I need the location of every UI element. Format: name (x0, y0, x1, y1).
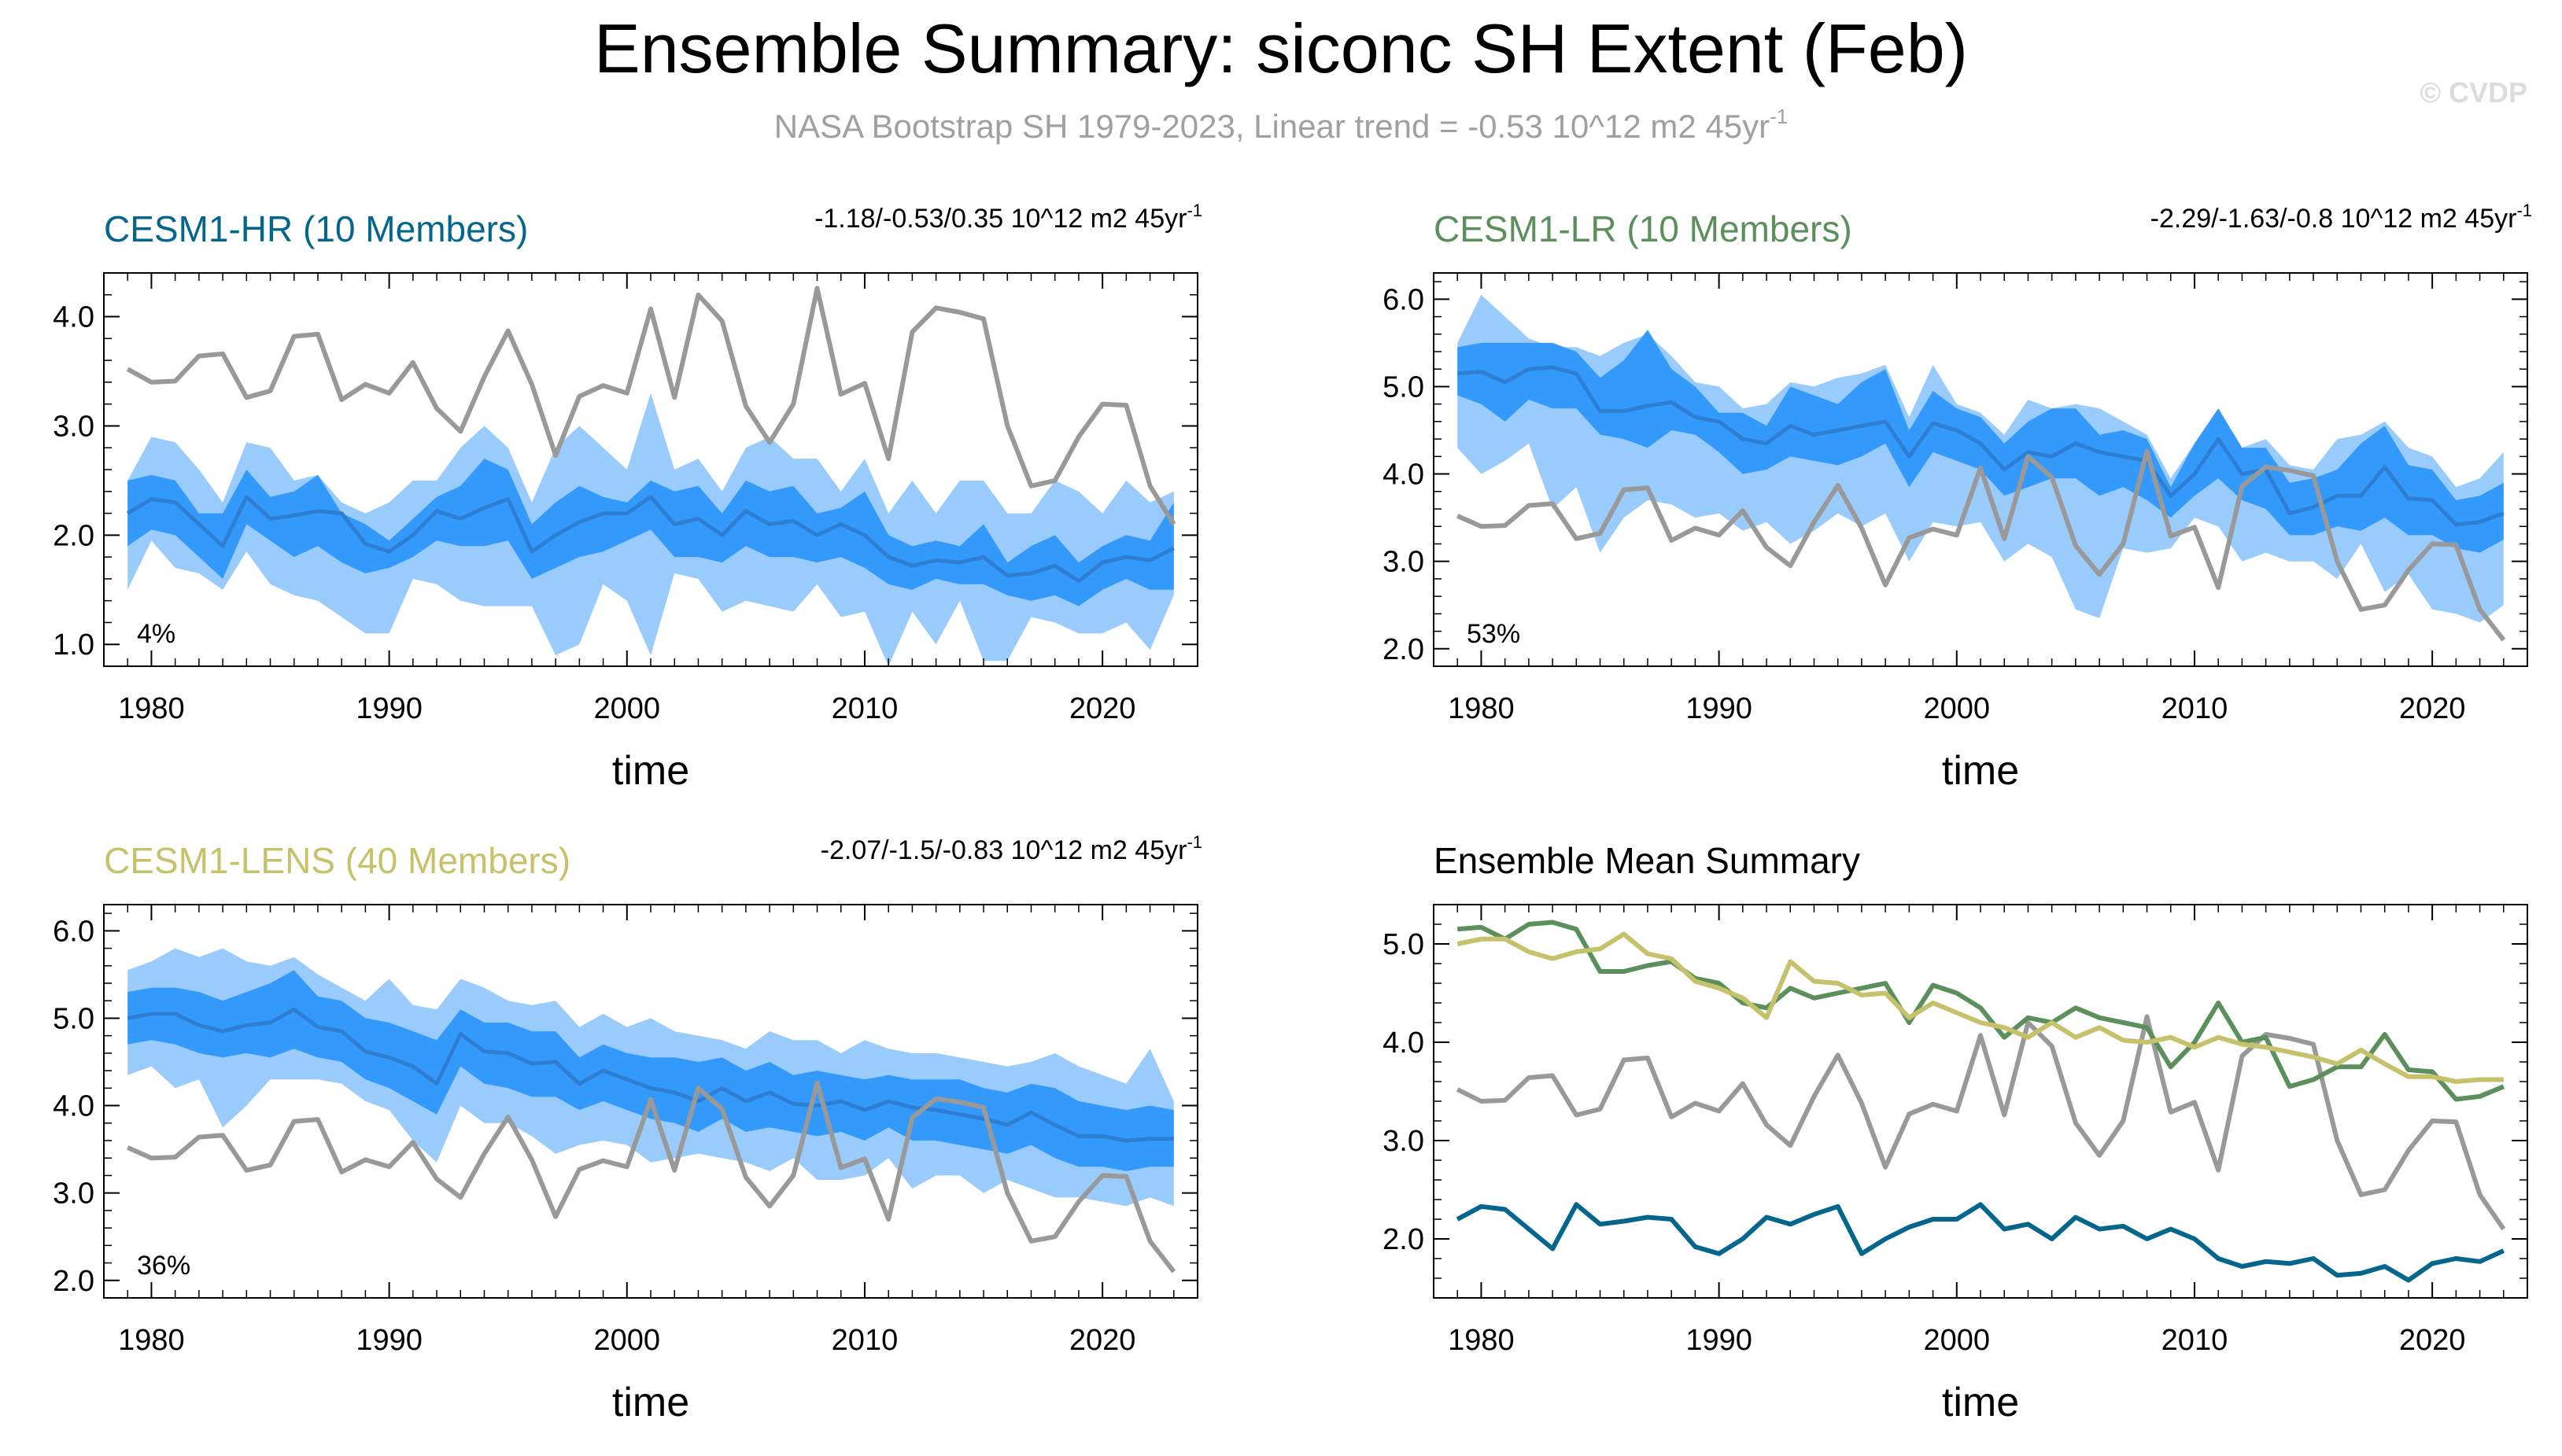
x-axis-label: time (612, 748, 689, 794)
x-tick-label: 1990 (356, 692, 423, 725)
panel-ensemble-mean-summary: 1980 1990 2000 2010 2020 2.0 3.0 4.0 5.0 time Ense… (1383, 840, 2528, 1425)
y-tick-label: 3.0 (53, 410, 94, 443)
figure-subtitle: NASA Bootstrap SH 1979-2023, Linear tren… (774, 105, 1788, 145)
plot-area (126, 948, 1176, 1274)
trend-label: -1.18/-0.53/0.35 10^12 m2 45yr-1 (814, 201, 1202, 234)
series-line-observations (1456, 1014, 2506, 1231)
trend-label-text: -2.07/-1.5/-0.83 10^12 m2 45yr (821, 835, 1187, 865)
plot-area (1456, 920, 2506, 1283)
trend-label: -2.07/-1.5/-0.83 10^12 m2 45yr-1 (821, 832, 1202, 865)
y-tick-label: 3.0 (1383, 1125, 1424, 1158)
series-line-cesm1-hr (1456, 1202, 2505, 1283)
x-tick-label: 2010 (832, 692, 899, 725)
panel-title: CESM1-HR (10 Members) (104, 208, 528, 249)
x-tick-label: 1980 (1448, 1324, 1515, 1357)
x-tick-label: 2020 (2399, 692, 2466, 725)
percent-label: 4% (137, 619, 175, 649)
observations-line (126, 286, 1176, 525)
panel-title: CESM1-LENS (40 Members) (104, 840, 570, 881)
figure-subtitle-sup: -1 (1770, 105, 1788, 128)
x-axis-label: time (612, 1380, 689, 1425)
series-line-cesm1-lr (1456, 920, 2505, 1102)
x-tick-label: 2000 (1924, 692, 1991, 725)
x-tick-label: 2010 (832, 1324, 899, 1357)
y-tick-label: 3.0 (1383, 546, 1424, 579)
panel-cesm1-hr: 1980 1990 2000 2010 2020 1.0 2.0 3.0 4.0 time CESM… (53, 201, 1202, 794)
x-tick-label: 2020 (1069, 1324, 1136, 1357)
y-tick-label: 4.0 (53, 1090, 94, 1123)
y-tick-label: 5.0 (1383, 370, 1424, 404)
y-tick-label: 1.0 (53, 628, 94, 662)
y-tick-label: 2.0 (1383, 633, 1424, 666)
trend-label-text: -1.18/-0.53/0.35 10^12 m2 45yr (814, 204, 1187, 234)
y-tick-label: 4.0 (1383, 459, 1424, 492)
x-tick-label: 2010 (2161, 1324, 2228, 1357)
x-axis-label: time (1942, 748, 2019, 794)
ensemble-mean-line (126, 495, 1175, 584)
trend-label-sup: -1 (2516, 201, 2532, 220)
y-tick-label: 3.0 (53, 1178, 94, 1211)
y-tick-label: 4.0 (53, 301, 94, 334)
trend-label-text: -2.29/-1.63/-0.8 10^12 m2 45yr (2150, 204, 2517, 234)
ensemble-mean-line (1457, 365, 2505, 527)
x-tick-label: 2000 (1924, 1324, 1991, 1357)
x-tick-label: 1990 (356, 1324, 423, 1357)
y-tick-label: 6.0 (53, 915, 94, 948)
x-tick-label: 2000 (594, 692, 661, 725)
y-tick-label: 5.0 (53, 1002, 94, 1035)
observations-line (126, 1080, 1176, 1274)
panels-group: 1980 1990 2000 2010 2020 1.0 2.0 3.0 4.0 time CESM… (53, 201, 2532, 1425)
x-tick-label: 2000 (594, 1324, 661, 1357)
ensemble-interquartile-band (127, 459, 1174, 606)
series-line-cesm1-lens (1456, 931, 2504, 1084)
percent-label: 53% (1467, 619, 1520, 649)
y-tick-label: 2.0 (1383, 1223, 1424, 1256)
figure-title: Ensemble Summary: siconc SH Extent (Feb) (594, 9, 1968, 87)
trend-label: -2.29/-1.63/-0.8 10^12 m2 45yr-1 (2150, 201, 2532, 234)
ensemble-mean-line (127, 1007, 1174, 1143)
observations-line (1456, 448, 2506, 642)
y-tick-label: 5.0 (1383, 928, 1424, 961)
panel-cesm1-lr: 1980 1990 2000 2010 2020 2.0 3.0 4.0 5.0 6.0 time C… (1383, 201, 2532, 794)
figure-subtitle-text: NASA Bootstrap SH 1979-2023, Linear tren… (774, 108, 1770, 145)
watermark: © CVDP (2420, 76, 2527, 109)
x-tick-label: 1980 (118, 1324, 185, 1357)
percent-label: 36% (137, 1251, 190, 1281)
trend-label-sup: -1 (1187, 201, 1202, 220)
y-tick-label: 6.0 (1383, 283, 1424, 316)
trend-label-sup: -1 (1187, 832, 1202, 852)
y-tick-label: 4.0 (1383, 1027, 1424, 1060)
x-tick-label: 1990 (1685, 692, 1752, 725)
x-tick-label: 2010 (2161, 692, 2228, 725)
x-tick-label: 2020 (1069, 692, 1136, 725)
x-tick-label: 1980 (118, 692, 185, 725)
y-tick-label: 2.0 (53, 519, 94, 552)
panel-title: Ensemble Mean Summary (1434, 840, 1860, 881)
panel-title: CESM1-LR (10 Members) (1434, 208, 1852, 249)
x-tick-label: 1990 (1685, 1324, 1752, 1357)
panel-cesm1-lens: 1980 1990 2000 2010 2020 2.0 3.0 4.0 5.0 6.0 time C… (53, 832, 1202, 1425)
x-tick-label: 1980 (1448, 692, 1515, 725)
plot-area (1456, 294, 2506, 642)
x-axis-label: time (1942, 1380, 2019, 1425)
plot-area (126, 286, 1176, 666)
y-tick-label: 2.0 (53, 1265, 94, 1298)
x-tick-label: 2020 (2399, 1324, 2466, 1357)
